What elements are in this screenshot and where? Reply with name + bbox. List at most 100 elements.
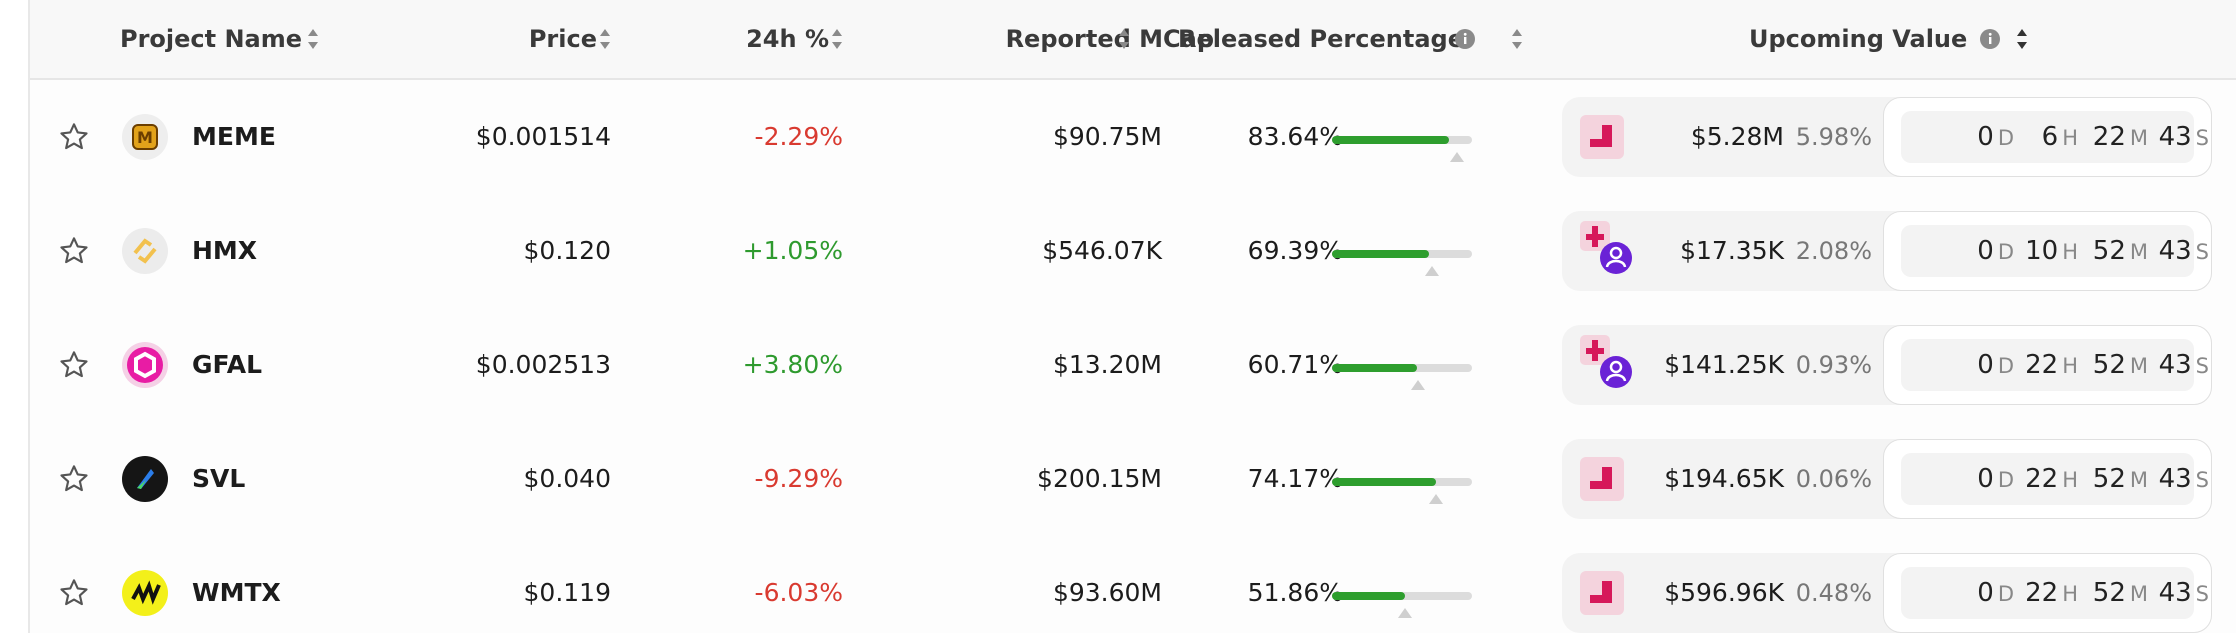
unlock-type-icon	[1580, 335, 1636, 395]
column-header[interactable]: Project Name	[120, 25, 303, 53]
column-header[interactable]: 24h %	[746, 25, 829, 53]
column-header[interactable]: Upcoming Value	[1749, 25, 1968, 53]
upcoming-card[interactable]: $5.28M 5.98% 0 D 6 H 22 M 43 S	[1562, 97, 2212, 177]
released-percentage: 60.71%	[1247, 350, 1343, 379]
upcoming-percentage: 0.48%	[1795, 579, 1872, 607]
price: $0.120	[523, 236, 611, 265]
countdown-segment: 43 S	[2159, 453, 2209, 508]
released-percentage: 83.64%	[1247, 122, 1343, 151]
countdown-number: 43	[2158, 464, 2192, 494]
countdown: 0 D 10 H 52 M 43 S	[1883, 211, 2212, 291]
released-bar-track	[1332, 250, 1472, 258]
countdown-number: 0	[1977, 350, 1994, 380]
released-bar-fill	[1332, 364, 1417, 372]
table-row[interactable]: M MEME $0.001514 -2.29% $90.75M 83.64% $5.28M 5…	[30, 80, 2236, 196]
column-header[interactable]: Price	[528, 25, 597, 53]
released-bar-track	[1332, 592, 1472, 600]
countdown-unit: D	[1997, 582, 2014, 606]
project-name[interactable]: HMX	[192, 236, 258, 265]
countdown-number: 43	[2158, 122, 2192, 152]
countdown-unit: M	[2129, 126, 2148, 150]
countdown-number: 52	[2092, 350, 2126, 380]
sort-button[interactable]	[598, 27, 612, 55]
countdown-pill: 0 D 22 H 52 M 43 S	[1901, 453, 2209, 505]
sort-arrows[interactable]	[2015, 27, 2029, 51]
countdown-unit: S	[2195, 240, 2209, 264]
sort-button[interactable]	[830, 27, 844, 55]
countdown-number: 0	[1977, 122, 1994, 152]
upcoming-card[interactable]: $596.96K 0.48% 0 D 22 H 52 M 43 S	[1562, 553, 2212, 633]
countdown-unit: M	[2129, 468, 2148, 492]
countdown-number: 52	[2092, 236, 2126, 266]
sort-button[interactable]	[1510, 27, 1524, 55]
countdown-segment: 43 S	[2159, 225, 2209, 280]
countdown: 0 D 22 H 52 M 43 S	[1883, 553, 2212, 633]
sort-button[interactable]	[306, 27, 320, 55]
countdown-number: 6	[2041, 122, 2059, 152]
countdown-number: 22	[2025, 350, 2059, 380]
project-name[interactable]: WMTX	[192, 578, 281, 607]
sort-button[interactable]	[1117, 27, 1131, 55]
change-24h: -2.29%	[754, 122, 843, 151]
upcoming-value: $141.25K	[1664, 350, 1784, 379]
upcoming-card[interactable]: $141.25K 0.93% 0 D 22 H 52 M 43 S	[1562, 325, 2212, 405]
released-bar-fill	[1332, 250, 1430, 258]
sort-button[interactable]	[2015, 27, 2029, 55]
column-header[interactable]: Reported MCap	[1005, 25, 1214, 53]
table-row[interactable]: HMX $0.120 +1.05% $546.07K 69.39% $17.35K 2.08…	[30, 194, 2236, 310]
favorite-star[interactable]	[58, 235, 90, 271]
favorite-star[interactable]	[58, 577, 90, 613]
sort-arrows[interactable]	[1117, 27, 1131, 51]
price: $0.001514	[475, 122, 611, 151]
countdown-pill: 0 D 22 H 52 M 43 S	[1901, 339, 2209, 394]
change-24h: -9.29%	[754, 464, 843, 493]
released-bar-fill	[1332, 478, 1436, 486]
project-name[interactable]: GFAL	[192, 350, 263, 379]
project-logo	[121, 341, 169, 393]
countdown-unit: D	[1997, 126, 2014, 150]
favorite-star[interactable]	[58, 349, 90, 385]
released-percentage: 74.17%	[1247, 464, 1343, 493]
countdown: 0 D 22 H 52 M 43 S	[1883, 325, 2212, 405]
table-row[interactable]: WMTX $0.119 -6.03% $93.60M 51.86% $596.96K 0.4…	[30, 536, 2236, 633]
released-percentage: 51.86%	[1247, 578, 1343, 607]
upcoming-card[interactable]: $194.65K 0.06% 0 D 22 H 52 M 43 S	[1562, 439, 2212, 519]
project-name[interactable]: SVL	[192, 464, 246, 493]
reported-mcap: $90.75M	[1052, 122, 1162, 151]
token-unlock-table: Project Name Price 24h % Reported MCap Relea…	[28, 0, 2236, 633]
table-row[interactable]: SVL $0.040 -9.29% $200.15M 74.17% $194.65K 0.0…	[30, 422, 2236, 538]
info-icon[interactable]	[1454, 28, 1476, 50]
sort-arrows[interactable]	[598, 27, 612, 51]
countdown-segment: 43 S	[2159, 567, 2209, 622]
column-header[interactable]: Released Percentage	[1178, 25, 1464, 53]
upcoming-card[interactable]: $17.35K 2.08% 0 D 10 H 52 M 43 S	[1562, 211, 2212, 291]
countdown-unit: D	[1997, 468, 2014, 492]
sort-arrows[interactable]	[306, 27, 320, 51]
sort-arrows[interactable]	[830, 27, 844, 51]
countdown-number: 22	[2092, 122, 2126, 152]
countdown-number: 43	[2158, 350, 2192, 380]
countdown-unit: M	[2129, 240, 2148, 264]
favorite-star[interactable]	[58, 463, 90, 499]
reported-mcap: $13.20M	[1052, 350, 1162, 379]
upcoming-percentage: 0.06%	[1795, 465, 1872, 493]
countdown-unit: H	[2062, 582, 2078, 606]
info-button[interactable]	[1979, 28, 2001, 54]
project-logo	[121, 227, 169, 279]
next-unlock-marker	[1428, 489, 1443, 508]
table-row[interactable]: GFAL $0.002513 +3.80% $13.20M 60.71% $141.25K…	[30, 308, 2236, 424]
info-button[interactable]	[1454, 28, 1476, 54]
released-bar-fill	[1332, 592, 1405, 600]
info-icon[interactable]	[1979, 28, 2001, 50]
project-logo	[121, 569, 169, 621]
favorite-star[interactable]	[58, 121, 90, 157]
countdown-unit: S	[2195, 354, 2209, 378]
unlock-type-icon	[1580, 221, 1636, 281]
countdown-number: 52	[2092, 464, 2126, 494]
project-name[interactable]: MEME	[192, 122, 276, 151]
countdown-unit: D	[1997, 240, 2014, 264]
countdown-number: 22	[2025, 578, 2059, 608]
sort-arrows[interactable]	[1510, 27, 1524, 51]
